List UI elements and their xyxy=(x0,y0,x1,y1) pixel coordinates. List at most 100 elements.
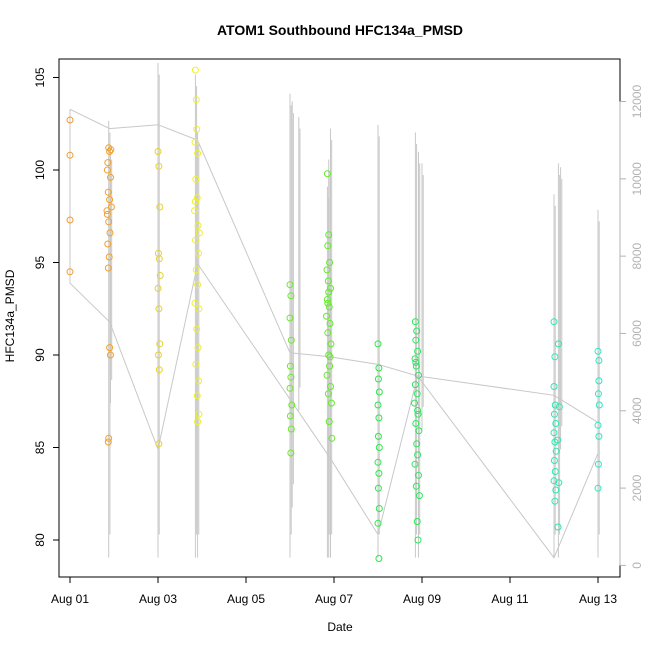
data-point xyxy=(552,447,560,455)
data-point xyxy=(328,434,336,442)
data-point xyxy=(104,438,112,446)
data-point xyxy=(103,166,111,174)
chart-title: ATOM1 Southbound HFC134a_PMSD xyxy=(217,22,463,38)
data-point xyxy=(193,125,201,133)
data-point xyxy=(595,377,603,385)
data-point xyxy=(375,388,383,396)
data-point xyxy=(193,392,201,400)
data-point xyxy=(104,240,112,248)
data-point xyxy=(551,401,559,409)
data-point xyxy=(325,288,333,296)
data-point xyxy=(327,399,335,407)
data-point xyxy=(412,362,420,370)
data-point xyxy=(66,116,74,124)
track-line xyxy=(69,108,599,559)
data-point xyxy=(415,371,422,379)
data-point xyxy=(191,66,199,74)
data-point xyxy=(287,449,295,457)
data-point xyxy=(411,318,419,326)
y2-axis: 0 2000 4000 6000 8000 10000 12000 xyxy=(619,85,644,569)
data-point xyxy=(192,96,200,104)
data-point xyxy=(103,210,111,218)
data-point xyxy=(550,477,558,485)
data-point xyxy=(374,340,382,348)
data-point xyxy=(286,362,294,370)
data-point xyxy=(374,458,382,466)
data-point xyxy=(411,355,419,363)
x-tick-label: Aug 07 xyxy=(315,592,353,606)
secondary-track-layer xyxy=(69,62,600,559)
data-point xyxy=(327,284,334,292)
x-tick-label: Aug 03 xyxy=(139,592,177,606)
data-point xyxy=(326,362,334,370)
data-point xyxy=(325,231,333,239)
data-point xyxy=(374,432,382,440)
data-point xyxy=(287,292,295,300)
data-point xyxy=(195,249,202,257)
data-point xyxy=(191,138,199,146)
data-point xyxy=(194,222,202,229)
data-point xyxy=(374,375,382,383)
data-point xyxy=(550,429,558,437)
x-axis-label: Date xyxy=(327,620,353,634)
data-point xyxy=(375,414,383,422)
data-point xyxy=(550,318,558,326)
data-point xyxy=(194,149,202,157)
data-point xyxy=(411,399,418,407)
data-point xyxy=(286,314,294,322)
data-point xyxy=(414,410,422,418)
data-point xyxy=(325,351,333,359)
data-point xyxy=(374,519,382,527)
data-point xyxy=(413,327,421,335)
data-point xyxy=(105,144,113,152)
data-point xyxy=(194,418,202,426)
data-point xyxy=(195,410,203,418)
data-point xyxy=(286,412,294,420)
data-point xyxy=(374,401,382,409)
data-point xyxy=(375,505,383,512)
data-point xyxy=(287,425,295,433)
x-tick-label: Aug 01 xyxy=(51,592,89,606)
data-point xyxy=(554,340,562,348)
data-point xyxy=(551,468,559,475)
data-point xyxy=(105,434,113,442)
data-point xyxy=(326,320,334,327)
data-point xyxy=(191,207,198,215)
data-point xyxy=(375,555,383,562)
y2-tick-label: 6000 xyxy=(630,320,644,347)
y-tick-label: 105 xyxy=(33,67,47,87)
data-point xyxy=(375,364,383,372)
data-point xyxy=(375,469,383,477)
data-point xyxy=(155,255,163,263)
data-point xyxy=(191,236,199,244)
data-point xyxy=(550,383,558,390)
data-point xyxy=(327,383,334,390)
data-point xyxy=(325,303,333,311)
data-point xyxy=(325,418,333,426)
data-point xyxy=(594,390,602,398)
data-point xyxy=(105,253,113,261)
data-point xyxy=(411,381,419,389)
data-point xyxy=(195,305,203,313)
data-point xyxy=(107,351,114,359)
data-point xyxy=(195,229,203,237)
data-point xyxy=(324,242,332,250)
data-point xyxy=(156,203,164,211)
y-tick-label: 95 xyxy=(33,256,47,270)
y-tick-label: 100 xyxy=(33,160,47,180)
data-point xyxy=(414,347,422,355)
data-point xyxy=(554,523,562,531)
data-point xyxy=(287,336,295,344)
data-point xyxy=(194,344,202,352)
data-point xyxy=(287,373,295,381)
data-point xyxy=(192,175,200,183)
x-tick-label: Aug 13 xyxy=(579,592,617,606)
data-point xyxy=(412,358,420,366)
data-point xyxy=(412,336,420,344)
data-point xyxy=(324,329,332,337)
data-point xyxy=(154,284,162,292)
data-point xyxy=(286,281,294,289)
data-point xyxy=(326,259,334,266)
x-tick-label: Aug 05 xyxy=(227,592,265,606)
